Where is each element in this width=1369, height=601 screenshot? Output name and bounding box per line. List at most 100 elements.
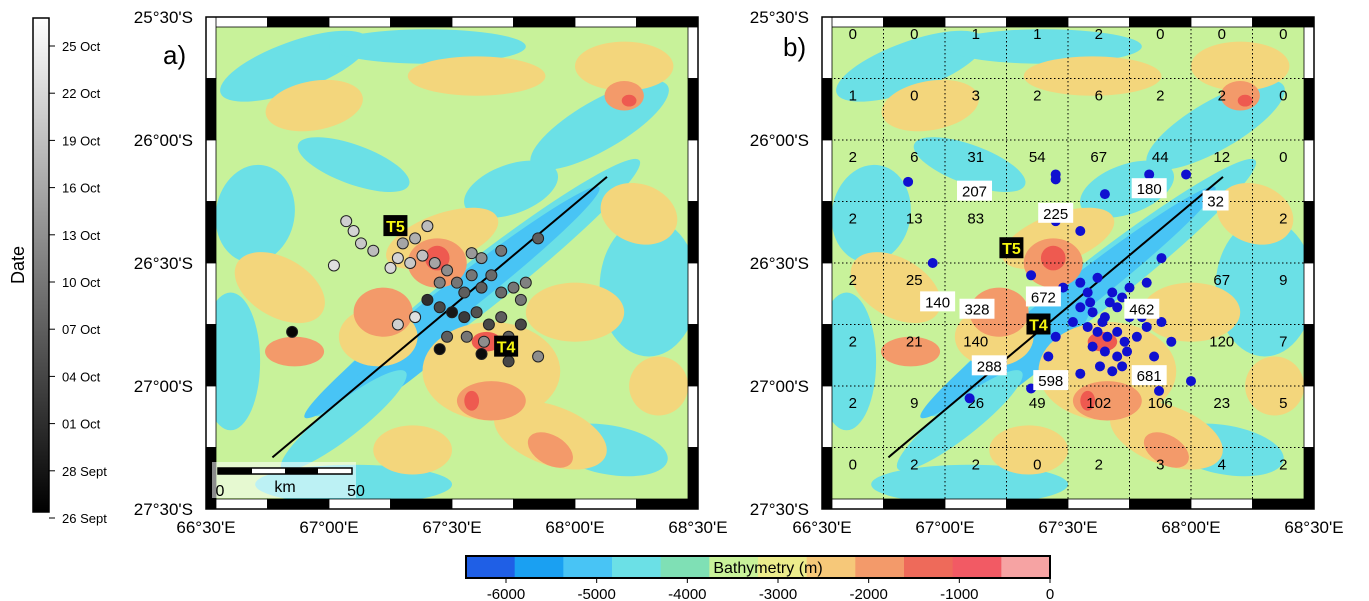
event-point xyxy=(475,252,488,265)
date-colorbar-title: Date xyxy=(8,246,28,284)
event-point xyxy=(1087,307,1098,318)
grid-count: 0 xyxy=(1218,26,1226,43)
frame-tick xyxy=(1190,498,1253,510)
date-label: 04 Oct xyxy=(62,369,101,384)
boxed-count-label: 180 xyxy=(1137,181,1162,198)
marker-box xyxy=(383,215,408,237)
event-point xyxy=(428,257,441,269)
frame-tick xyxy=(944,498,1007,510)
bathymetry-patch xyxy=(1191,41,1290,91)
date-colorbar-labels: 25 Oct 22 Oct 19 Oct 16 Oct 13 Oct 10 Oct 07 O… xyxy=(49,39,107,526)
grid-count: 9 xyxy=(1279,272,1287,289)
bathymetry-colorbar-title: Bathymetry (m) xyxy=(713,560,822,577)
event-point xyxy=(1154,385,1165,396)
panel-a-frame xyxy=(205,16,699,510)
grid-count: 2 xyxy=(849,395,857,412)
panel-b-longitude-labels: 66°30'E 67°00'E 67°30'E 68°00'E 68°30'E xyxy=(792,518,1343,537)
colorbar-segment xyxy=(466,556,516,578)
frame-tick xyxy=(451,498,514,510)
boxed-count-label: 32 xyxy=(1207,194,1224,211)
event-point xyxy=(1050,174,1061,185)
frame-tick xyxy=(205,16,217,79)
event-point xyxy=(421,220,434,233)
bathymetry-patch xyxy=(871,464,1068,505)
grid-count: 120 xyxy=(1209,334,1234,351)
grid-count: 2 xyxy=(972,457,980,474)
boxed-count-label: 672 xyxy=(1031,289,1056,306)
grid-count: 0 xyxy=(1156,26,1164,43)
grid-count: 0 xyxy=(1033,457,1041,474)
colorbar-tick-label: -1000 xyxy=(940,586,978,601)
bathymetry-patch xyxy=(265,336,325,367)
event-point xyxy=(1097,317,1108,328)
event-point xyxy=(465,269,478,282)
marker-box xyxy=(494,335,519,357)
longitude-label: 68°00'E xyxy=(1161,518,1220,537)
marker-box xyxy=(1026,313,1051,335)
latitude-label: 26°00'S xyxy=(134,131,193,150)
frame-tick xyxy=(821,201,833,264)
grid-count: 5 xyxy=(1279,395,1287,412)
colorbar-segment xyxy=(904,556,954,578)
event-point xyxy=(495,311,508,324)
latitude-label: 27°00'S xyxy=(750,377,809,396)
panel-a-profile-line xyxy=(271,176,608,459)
frame-tick xyxy=(1303,447,1315,510)
event-point xyxy=(1112,351,1123,362)
event-point xyxy=(1166,336,1177,347)
event-point xyxy=(1112,302,1123,313)
boxed-count: 288 xyxy=(971,355,1007,376)
event-point xyxy=(470,306,483,319)
frame-tick xyxy=(205,78,217,141)
bathymetry-patch xyxy=(407,56,546,96)
colorbar-segment xyxy=(563,556,613,578)
bathymetry-patch xyxy=(599,218,698,357)
frame-tick xyxy=(687,78,699,141)
latitude-label: 26°30'S xyxy=(750,254,809,273)
frame-tick xyxy=(687,385,699,448)
grid-count: 0 xyxy=(849,26,857,43)
event-point xyxy=(1082,321,1093,332)
event-point xyxy=(347,225,360,238)
panel-b-label: b) xyxy=(783,32,806,62)
bathymetry-patch xyxy=(896,370,1023,471)
event-point xyxy=(1102,331,1113,342)
frame-tick xyxy=(390,16,453,28)
event-point xyxy=(286,325,299,338)
colorbar-segment xyxy=(806,556,856,578)
bathymetry-patch xyxy=(881,79,979,132)
marker-label: T5 xyxy=(386,219,405,236)
grid-count: 67 xyxy=(1213,272,1230,289)
event-point xyxy=(1075,368,1086,379)
frame-tick xyxy=(1303,139,1315,202)
date-colorbar-gradient xyxy=(32,17,50,513)
event-point xyxy=(1131,331,1142,342)
event-point xyxy=(1141,277,1152,288)
scale-bar-unit-label: km xyxy=(274,479,295,496)
boxed-count-label: 598 xyxy=(1038,373,1063,390)
event-point xyxy=(495,286,508,299)
bathymetry-patch xyxy=(1023,56,1162,96)
longitude-label: 68°00'E xyxy=(545,518,604,537)
latitude-label: 25°30'S xyxy=(134,8,193,27)
frame-tick xyxy=(636,16,699,28)
event-point xyxy=(1026,270,1037,281)
event-point xyxy=(340,215,353,228)
grid-count: 23 xyxy=(1213,395,1230,412)
grid-count: 2 xyxy=(1156,88,1164,105)
frame-tick xyxy=(821,324,833,387)
frame-tick xyxy=(205,139,217,202)
boxed-count-bg xyxy=(957,180,993,201)
panel-a-bathymetry xyxy=(206,17,698,509)
boxed-count: 681 xyxy=(1131,365,1167,386)
event-point xyxy=(475,281,488,294)
frame-tick xyxy=(390,498,453,510)
event-point xyxy=(446,306,458,319)
boxed-count-bg xyxy=(1038,202,1074,223)
event-point xyxy=(396,237,409,250)
bathymetry-colorbar-ticks: -6000 -5000 -4000 -3000 -2000 -1000 0 xyxy=(487,578,1054,601)
panel-a-markers: T5 T4 xyxy=(383,215,519,357)
bathymetry-colorbar-segments xyxy=(466,556,1051,578)
date-label: 07 Oct xyxy=(62,322,101,337)
panel-b-latitude-labels: 25°30'S 26°00'S 26°30'S 27°00'S 27°30'S xyxy=(750,8,809,519)
